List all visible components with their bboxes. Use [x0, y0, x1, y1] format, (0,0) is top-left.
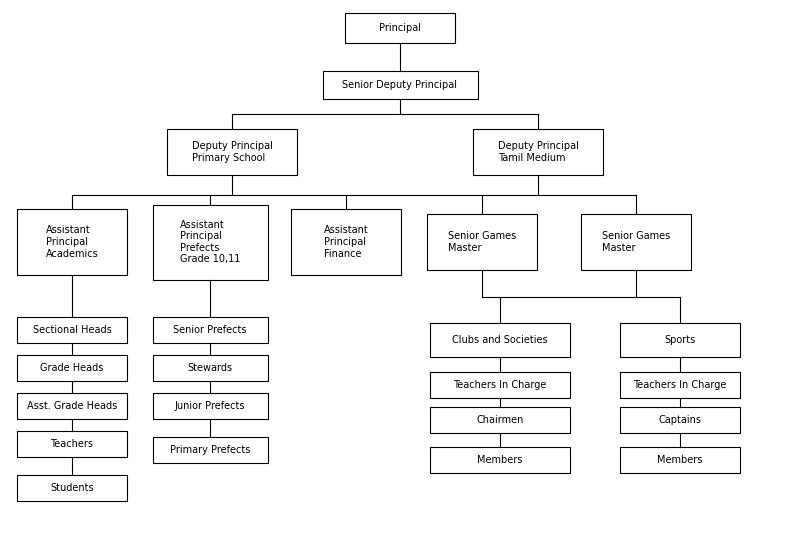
FancyBboxPatch shape: [17, 209, 127, 275]
FancyBboxPatch shape: [620, 323, 740, 357]
Text: Deputy Principal
Primary School: Deputy Principal Primary School: [191, 141, 273, 163]
Text: Assistant
Principal
Prefects
Grade 10,11: Assistant Principal Prefects Grade 10,11: [180, 219, 240, 264]
Text: Asst. Grade Heads: Asst. Grade Heads: [27, 401, 117, 411]
FancyBboxPatch shape: [620, 447, 740, 473]
FancyBboxPatch shape: [430, 372, 570, 398]
Text: Senior Games
Master: Senior Games Master: [602, 231, 670, 253]
Text: Captains: Captains: [658, 415, 702, 425]
FancyBboxPatch shape: [430, 407, 570, 433]
Text: Sports: Sports: [664, 335, 696, 345]
Text: Assistant
Principal
Finance: Assistant Principal Finance: [324, 225, 368, 259]
FancyBboxPatch shape: [17, 355, 127, 381]
FancyBboxPatch shape: [430, 447, 570, 473]
FancyBboxPatch shape: [322, 71, 478, 99]
Text: Senior Prefects: Senior Prefects: [174, 325, 246, 335]
Text: Senior Games
Master: Senior Games Master: [448, 231, 516, 253]
Text: Primary Prefects: Primary Prefects: [170, 445, 250, 455]
Text: Students: Students: [50, 483, 94, 493]
Text: Grade Heads: Grade Heads: [40, 363, 104, 373]
FancyBboxPatch shape: [17, 475, 127, 501]
Text: Members: Members: [658, 455, 702, 465]
Text: Stewards: Stewards: [187, 363, 233, 373]
Text: Members: Members: [478, 455, 522, 465]
FancyBboxPatch shape: [581, 214, 691, 270]
Text: Senior Deputy Principal: Senior Deputy Principal: [342, 80, 458, 90]
FancyBboxPatch shape: [153, 317, 267, 343]
FancyBboxPatch shape: [17, 393, 127, 419]
Text: Clubs and Societies: Clubs and Societies: [452, 335, 548, 345]
FancyBboxPatch shape: [153, 393, 267, 419]
FancyBboxPatch shape: [153, 355, 267, 381]
FancyBboxPatch shape: [17, 431, 127, 457]
FancyBboxPatch shape: [167, 129, 297, 175]
Text: Teachers: Teachers: [50, 439, 94, 449]
FancyBboxPatch shape: [430, 323, 570, 357]
Text: Teachers In Charge: Teachers In Charge: [454, 380, 546, 390]
FancyBboxPatch shape: [473, 129, 603, 175]
FancyBboxPatch shape: [345, 13, 455, 43]
FancyBboxPatch shape: [291, 209, 401, 275]
Text: Chairmen: Chairmen: [476, 415, 524, 425]
Text: Junior Prefects: Junior Prefects: [174, 401, 246, 411]
FancyBboxPatch shape: [153, 205, 267, 280]
FancyBboxPatch shape: [620, 372, 740, 398]
Text: Teachers In Charge: Teachers In Charge: [634, 380, 726, 390]
FancyBboxPatch shape: [427, 214, 537, 270]
FancyBboxPatch shape: [153, 437, 267, 463]
FancyBboxPatch shape: [17, 317, 127, 343]
FancyBboxPatch shape: [620, 407, 740, 433]
Text: Assistant
Principal
Academics: Assistant Principal Academics: [46, 225, 98, 259]
Text: Sectional Heads: Sectional Heads: [33, 325, 111, 335]
Text: Principal: Principal: [379, 23, 421, 33]
Text: Deputy Principal
Tamil Medium: Deputy Principal Tamil Medium: [498, 141, 578, 163]
